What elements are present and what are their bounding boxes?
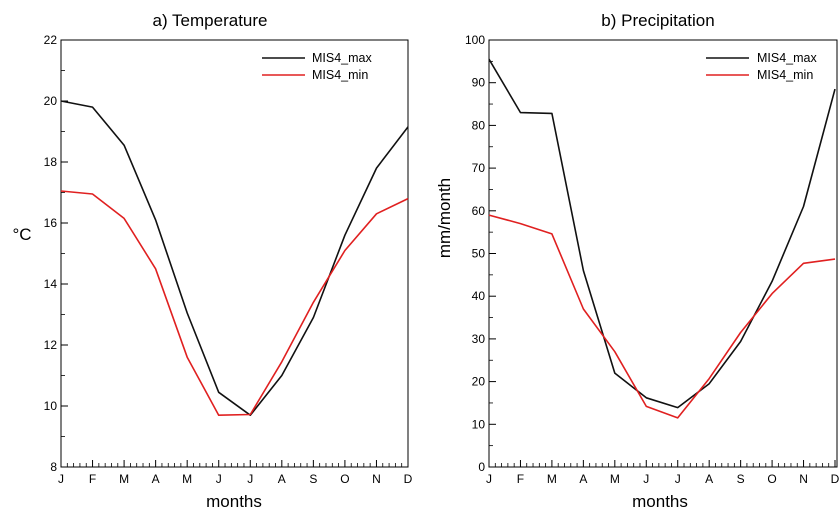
- x-tick-label: J: [486, 472, 492, 486]
- x-tick-label: A: [152, 472, 160, 486]
- x-tick-label: J: [675, 472, 681, 486]
- y-tick-label: 50: [472, 247, 486, 261]
- x-tick-label: A: [705, 472, 713, 486]
- y-tick-label: 22: [44, 33, 58, 47]
- x-tick-label: A: [278, 472, 286, 486]
- legend-label-min: MIS4_min: [312, 68, 368, 82]
- x-tick-label: O: [340, 472, 349, 486]
- temperature-panel: a) Temperature J F M A M J J A S O N D 8 10 12 14 16 18 2…: [12, 11, 412, 511]
- x-tick-label: J: [247, 472, 253, 486]
- y-tick-label: 12: [44, 338, 58, 352]
- x-axis-label: months: [206, 492, 262, 511]
- x-tick-label: J: [216, 472, 222, 486]
- y-tick-label: 80: [472, 118, 486, 132]
- series-line-mis4-max: [488, 58, 836, 409]
- y-axis: 0 10 20 30 40 50 60 70 80 90 100: [465, 33, 496, 474]
- y-tick-label: 20: [472, 375, 486, 389]
- x-tick-label: N: [799, 472, 808, 486]
- x-tick-label: D: [404, 472, 413, 486]
- y-tick-label: 40: [472, 289, 486, 303]
- y-tick-label: 16: [44, 216, 58, 230]
- x-tick-label: M: [547, 472, 557, 486]
- legend-label-max: MIS4_max: [312, 51, 372, 65]
- x-tick-label: F: [89, 472, 96, 486]
- y-tick-label: 60: [472, 204, 486, 218]
- chart-title: b) Precipitation: [601, 11, 714, 30]
- y-axis-label: mm/month: [435, 178, 454, 258]
- series-line-mis4-max: [60, 100, 409, 417]
- y-tick-label: 14: [44, 277, 58, 291]
- x-tick-label: N: [372, 472, 381, 486]
- series-lines: [488, 58, 836, 419]
- x-tick-label: J: [58, 472, 64, 486]
- legend-label-min: MIS4_min: [757, 68, 813, 82]
- y-tick-label: 30: [472, 332, 486, 346]
- series-lines: [60, 100, 409, 417]
- x-tick-label: J: [643, 472, 649, 486]
- y-tick-label: 0: [478, 460, 485, 474]
- x-axis-label: months: [632, 492, 688, 511]
- y-tick-label: 8: [50, 460, 57, 474]
- chart-title: a) Temperature: [153, 11, 268, 30]
- y-tick-label: 70: [472, 161, 486, 175]
- y-tick-label: 10: [472, 417, 486, 431]
- legend: MIS4_max MIS4_min: [262, 51, 372, 82]
- y-tick-label: 18: [44, 155, 58, 169]
- x-tick-label: M: [119, 472, 129, 486]
- series-line-mis4-min: [60, 190, 409, 417]
- x-tick-label: O: [767, 472, 776, 486]
- series-line-mis4-min: [488, 214, 836, 419]
- legend-label-max: MIS4_max: [757, 51, 817, 65]
- y-axis: 8 10 12 14 16 18 20 22: [44, 33, 68, 474]
- legend: MIS4_max MIS4_min: [706, 51, 817, 82]
- y-tick-label: 100: [465, 33, 485, 47]
- x-tick-label: D: [831, 472, 839, 486]
- y-tick-label: 90: [472, 76, 486, 90]
- x-tick-label: S: [737, 472, 745, 486]
- x-tick-label: F: [517, 472, 524, 486]
- x-tick-label: M: [610, 472, 620, 486]
- y-axis-label: °C: [12, 225, 31, 244]
- x-tick-label: M: [182, 472, 192, 486]
- y-tick-label: 10: [44, 399, 58, 413]
- precipitation-panel: b) Precipitation J F M A M J J A S O N D 0 10 20 30 40 5…: [435, 11, 839, 511]
- x-tick-label: S: [309, 472, 317, 486]
- y-tick-label: 20: [44, 94, 58, 108]
- x-tick-label: A: [579, 472, 587, 486]
